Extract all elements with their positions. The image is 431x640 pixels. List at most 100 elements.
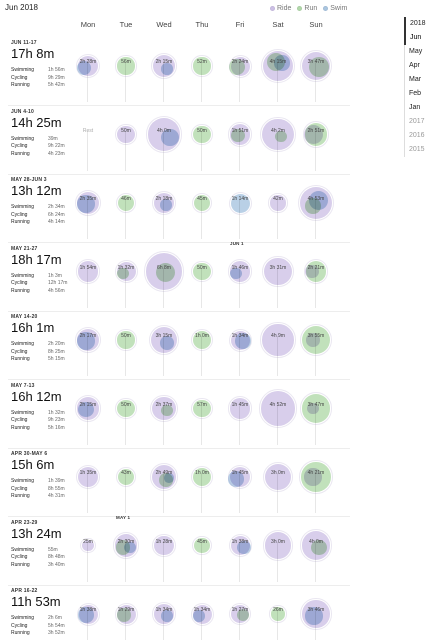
day-duration-label: 4h 0m [309, 538, 323, 545]
bubble-ring [297, 184, 335, 222]
day-cell-sun[interactable]: 4h 0m [298, 518, 334, 586]
day-cell-fri[interactable]: 1h 38m [222, 518, 258, 586]
day-cell-tue[interactable]: 2h 30m [108, 518, 144, 586]
day-cell-thu[interactable]: 1h 0m [184, 312, 220, 380]
day-cell-sun[interactable]: 3h 46m [298, 586, 334, 640]
day-cell-sat[interactable]: 4h 52m [258, 381, 298, 449]
day-stem [125, 62, 126, 102]
bubble-ring [303, 259, 329, 284]
legend-item-ride[interactable]: Ride [270, 5, 291, 12]
day-stem [87, 267, 88, 308]
day-cell-sun[interactable]: 3h 55m [298, 312, 334, 380]
bubble-ring [262, 255, 294, 288]
day-cell-mon[interactable]: 2h 15m [70, 381, 106, 449]
day-cell-mon[interactable]: 25m [70, 518, 106, 586]
day-cell-mon[interactable]: Rest [70, 107, 106, 175]
day-cell-tue[interactable]: 1h 29m [108, 586, 144, 640]
day-cell-sat[interactable]: 4h 2m [260, 107, 296, 175]
day-cell-mon[interactable]: 2h 17m [70, 312, 106, 380]
nav-item-feb[interactable]: Feb [409, 90, 422, 97]
sport-time: 2h 34m [48, 204, 65, 210]
legend-item-run[interactable]: Run [297, 5, 317, 12]
day-cell-sat[interactable]: 4h 15m [260, 38, 296, 106]
nav-item-may[interactable]: May [409, 48, 423, 55]
sport-time: 4h 23m [48, 150, 65, 157]
day-cell-fri[interactable]: 1h 46m [222, 244, 258, 312]
day-cell-wed[interactable]: 3h 15m [146, 312, 182, 380]
nav-item-mar[interactable]: Mar [409, 76, 422, 83]
day-cell-sat[interactable]: 3h 31m [260, 244, 296, 312]
bubble-ring [150, 394, 178, 423]
day-cell-mon[interactable]: 1h 35m [70, 449, 106, 517]
day-cell-wed[interactable]: 1h 34m [146, 586, 182, 640]
day-cell-wed[interactable]: 2h 15m [146, 38, 182, 106]
day-cell-mon[interactable]: 2h 35m [70, 175, 106, 243]
week-range-label: APR 16-22 [11, 588, 38, 594]
bubble-ring [299, 49, 333, 83]
day-cell-fri[interactable]: 1h 34m [222, 312, 258, 380]
legend-dot-icon [270, 6, 275, 11]
day-cell-thu[interactable]: 50m [184, 244, 220, 312]
day-cell-tue[interactable]: 43m [108, 449, 144, 517]
day-cell-thu[interactable]: 45m [184, 518, 220, 586]
nav-item-jan[interactable]: Jan [409, 104, 421, 111]
day-cell-fri[interactable]: 1h 14m [222, 175, 258, 243]
day-cell-wed[interactable]: 2h 49m [146, 449, 182, 517]
nav-item-2016[interactable]: 2016 [409, 132, 425, 139]
day-cell-wed[interactable]: 2h 37m [146, 381, 182, 449]
day-duration-label: 1h 14m [231, 196, 249, 202]
day-cell-sat[interactable]: 3h 0m [260, 449, 296, 517]
day-cell-thu[interactable]: 50m [184, 107, 220, 175]
day-cell-sun[interactable]: 2h 51m [298, 107, 334, 175]
day-cell-sun[interactable]: 3h 47m [298, 381, 334, 449]
week-divider [8, 516, 350, 517]
day-cell-fri[interactable]: 1h 45m [222, 449, 258, 517]
day-duration-label: 1h 35m [79, 470, 97, 476]
day-cell-fri[interactable]: 1h 27m [222, 586, 258, 640]
day-cell-wed[interactable]: 2h 18m [146, 175, 182, 243]
day-cell-fri[interactable]: 1h 51m [222, 107, 258, 175]
bubble-ring [228, 602, 252, 626]
day-cell-sun[interactable]: 3h 47m [298, 38, 334, 106]
day-cell-mon[interactable]: 1h 38m [70, 586, 106, 640]
day-cell-tue[interactable]: 50m [108, 107, 144, 175]
day-cell-tue[interactable]: 50m [108, 381, 144, 449]
day-duration-label: 3h 47m [307, 59, 325, 65]
day-cell-wed[interactable]: 1h 28m [146, 518, 182, 586]
day-cell-tue[interactable]: 50m [108, 312, 144, 380]
day-cell-sun[interactable]: 4h 53m [297, 175, 335, 243]
day-cell-sun[interactable]: 2h 21m [298, 244, 334, 312]
day-cell-thu[interactable]: 1h 0m [184, 449, 220, 517]
day-cell-thu[interactable]: 1h 34m [184, 586, 220, 640]
bubble-ring [262, 530, 294, 561]
day-cell-wed[interactable]: 4h 0m [145, 107, 183, 175]
bubble-ring [80, 537, 96, 554]
day-cell-sat[interactable]: 26m [260, 586, 296, 640]
day-cell-tue[interactable]: 56m [108, 38, 144, 106]
day-cell-fri[interactable]: 1h 45m [222, 381, 258, 449]
nav-item-apr[interactable]: Apr [409, 62, 420, 69]
nav-item-2017[interactable]: 2017 [409, 118, 425, 125]
day-cell-sat[interactable]: 4h 9m [260, 312, 296, 380]
day-cell-sat[interactable]: 42m [260, 175, 296, 243]
day-cell-mon[interactable]: 2h 28m [70, 38, 106, 106]
sport-time: 9h 29m [48, 74, 65, 81]
day-cell-thu[interactable]: 57m [184, 381, 220, 449]
day-cell-thu[interactable]: 52m [184, 38, 220, 106]
legend-item-swim[interactable]: Swim [323, 5, 347, 12]
nav-item-2018[interactable]: 2018 [404, 17, 431, 31]
day-cell-mon[interactable]: 1h 54m [70, 244, 106, 312]
nav-item-jun[interactable]: Jun [404, 31, 431, 45]
day-cell-fri[interactable]: 2h 24m [222, 38, 258, 106]
day-cell-tue[interactable]: 46m [108, 175, 144, 243]
bubble-ring [114, 602, 138, 626]
day-duration-label: 1h 27m [231, 607, 249, 613]
bubble-ring [228, 328, 252, 352]
nav-item-2015[interactable]: 2015 [409, 146, 425, 153]
day-cell-sun[interactable]: 4h 21m [298, 449, 334, 517]
day-duration-label: 4h 9m [271, 333, 285, 339]
day-cell-sat[interactable]: 3h 0m [260, 518, 296, 586]
day-cell-wed[interactable]: 6h 8m [143, 244, 185, 312]
day-cell-tue[interactable]: 1h 32m [108, 244, 144, 312]
day-cell-thu[interactable]: 45m [184, 175, 220, 243]
